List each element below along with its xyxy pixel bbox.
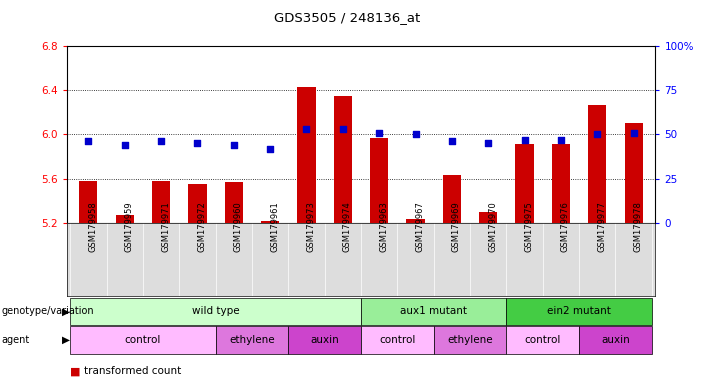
Text: GSM179967: GSM179967: [416, 201, 425, 252]
Bar: [297, 87, 315, 223]
Text: aux1 mutant: aux1 mutant: [400, 306, 467, 316]
Point: [337, 126, 348, 132]
Text: genotype/variation: genotype/variation: [1, 306, 94, 316]
Text: GSM179977: GSM179977: [597, 201, 606, 252]
Point: [482, 140, 494, 146]
Text: GSM179975: GSM179975: [524, 201, 533, 252]
Bar: [116, 215, 134, 223]
Bar: [443, 175, 461, 223]
Text: transformed count: transformed count: [84, 366, 182, 376]
Text: GSM179972: GSM179972: [198, 201, 207, 252]
Point: [519, 137, 530, 143]
Text: GSM179971: GSM179971: [161, 201, 170, 252]
Text: ein2 mutant: ein2 mutant: [547, 306, 611, 316]
Point: [156, 138, 167, 144]
Text: control: control: [524, 335, 561, 345]
Text: GSM179969: GSM179969: [452, 201, 461, 252]
Text: GSM179976: GSM179976: [561, 201, 570, 252]
Text: ethylene: ethylene: [447, 335, 493, 345]
Bar: [515, 144, 533, 223]
Point: [192, 140, 203, 146]
Bar: [261, 220, 279, 223]
Point: [264, 146, 275, 152]
Text: GSM179973: GSM179973: [306, 201, 315, 252]
Text: control: control: [379, 335, 416, 345]
Text: agent: agent: [1, 335, 29, 345]
Point: [628, 129, 639, 136]
Point: [119, 142, 130, 148]
Bar: [552, 144, 570, 223]
Text: GSM179960: GSM179960: [234, 201, 243, 252]
Text: GSM179974: GSM179974: [343, 201, 352, 252]
Text: GSM179963: GSM179963: [379, 201, 388, 252]
Text: wild type: wild type: [192, 306, 240, 316]
Bar: [189, 184, 207, 223]
Text: ethylene: ethylene: [229, 335, 275, 345]
Text: GSM179959: GSM179959: [125, 201, 134, 252]
Bar: [407, 219, 425, 223]
Text: control: control: [125, 335, 161, 345]
Bar: [588, 104, 606, 223]
Point: [447, 138, 458, 144]
Bar: [79, 181, 97, 223]
Bar: [225, 182, 243, 223]
Bar: [479, 212, 497, 223]
Text: GDS3505 / 248136_at: GDS3505 / 248136_at: [274, 12, 420, 25]
Text: GSM179978: GSM179978: [634, 201, 643, 252]
Text: GSM179958: GSM179958: [88, 201, 97, 252]
Bar: [152, 181, 170, 223]
Point: [374, 129, 385, 136]
Point: [592, 131, 603, 137]
Text: ■: ■: [70, 366, 81, 376]
Bar: [625, 123, 643, 223]
Text: auxin: auxin: [311, 335, 339, 345]
Text: GSM179970: GSM179970: [488, 201, 497, 252]
Point: [301, 126, 312, 132]
Point: [410, 131, 421, 137]
Point: [555, 137, 566, 143]
Point: [83, 138, 94, 144]
Bar: [370, 138, 388, 223]
Text: ▶: ▶: [62, 306, 69, 316]
Text: GSM179961: GSM179961: [270, 201, 279, 252]
Point: [229, 142, 240, 148]
Bar: [334, 96, 352, 223]
Text: ▶: ▶: [62, 335, 69, 345]
Text: auxin: auxin: [601, 335, 629, 345]
